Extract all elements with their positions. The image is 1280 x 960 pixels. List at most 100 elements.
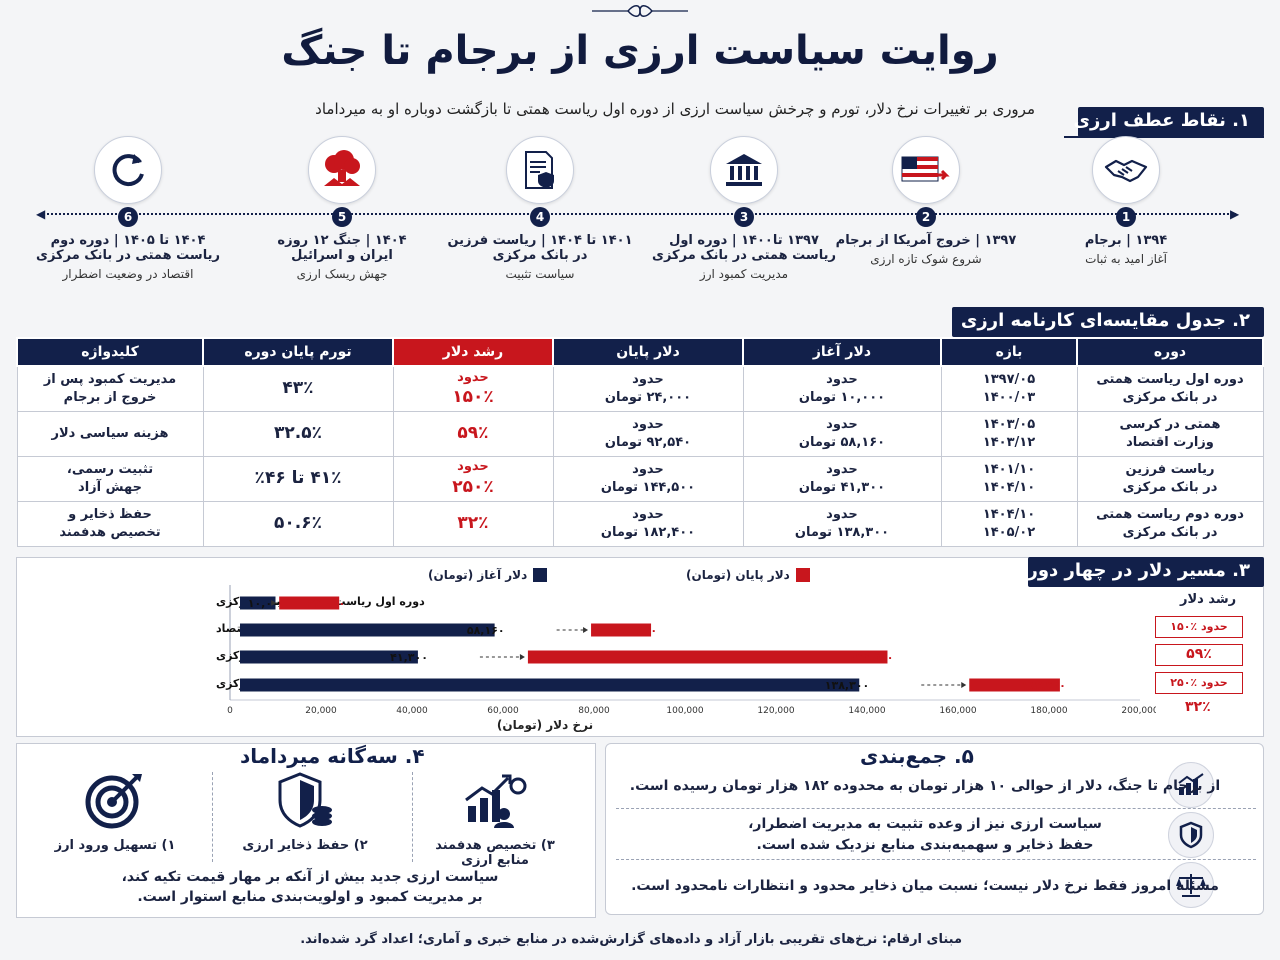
cell-period: دوره اول ریاست همتی در بانک مرکزی [1076, 365, 1264, 412]
timeline-item-6: 6 ۱۴۰۴ تا ۱۴۰۵ | دوره دوم ریاست همتی در … [28, 136, 228, 281]
arrow-head-icon [961, 682, 967, 688]
cell-range: ۱۴۰۳/۰۵ ۱۴۰۳/۱۲ [940, 410, 1078, 457]
cell-inflation: ۳۲.۵٪ [202, 410, 394, 457]
bar-start-label: ۱۰,۰۰۰ [248, 597, 286, 610]
arrow-head-icon [519, 654, 525, 660]
dollar-path-chart: 0 20,000 40,000 60,000 80,000 100,000 120,000 1… [216, 585, 1156, 733]
growth-badge: ۵۹٪ [1155, 644, 1243, 666]
growth-badge: ۳۲٪ [1185, 699, 1211, 715]
timeline-title: ۱۴۰۱ تا ۱۴۰۴ | ریاست فرزین [447, 233, 633, 248]
cell-range: ۱۴۰۴/۱۰ ۱۴۰۵/۰۲ [940, 500, 1078, 547]
x-tick-label: 140,000 [848, 706, 885, 716]
cell-end: حدود ۱۴۴,۵۰۰ تومان [552, 455, 744, 502]
legend-label-start: دلار آغاز (تومان) [428, 568, 528, 582]
table-row: دوره دوم ریاست همتی در بانک مرکزی ۱۴۰۴/۱۰… [16, 500, 1264, 547]
cell-period: ریاست فرزین در بانک مرکزی [1076, 455, 1264, 502]
refresh-icon [94, 136, 162, 204]
trilogy-label: ۲) حفظ ذخایر ارزی [242, 838, 368, 853]
timeline-arrow-left-icon: ◀ [36, 207, 46, 221]
legend-end: دلار پایان (تومان) [686, 568, 810, 582]
timeline-number: 1 [1116, 207, 1136, 227]
trilogy-item-3: ۳) تخصیص هدفمند منابع ارزی [420, 770, 570, 868]
cell-inflation: ۵۰.۶٪ [202, 500, 394, 547]
cell-range: ۱۳۹۷/۰۵ ۱۴۰۰/۰۳ [940, 365, 1078, 412]
shield-coins-icon [278, 772, 332, 828]
bar-start [240, 623, 495, 637]
x-tick-label: 200,000 [1121, 706, 1156, 716]
timeline-arrow-right-icon: ▶ [1230, 207, 1240, 221]
column-header: رشد دلار [392, 337, 554, 367]
column-header: کلیدواژه [16, 337, 204, 367]
cell-end: حدود ۲۴,۰۰۰ تومان [552, 365, 744, 412]
growth-badge: حدود ٪۱۵۰ [1155, 616, 1243, 638]
growth-chart-icon [465, 774, 527, 828]
trilogy-label: ۱) تسهیل ورود ارز [54, 838, 176, 853]
cell-keyword: هزینه سیاسی دلار [16, 410, 204, 457]
cell-range: ۱۴۰۱/۱۰ ۱۴۰۴/۱۰ [940, 455, 1078, 502]
bank-icon [710, 136, 778, 204]
x-tick-label: 20,000 [305, 706, 337, 716]
divider [212, 772, 213, 862]
x-tick-label: 80,000 [578, 706, 610, 716]
bar-start [240, 678, 860, 692]
timeline-title: ۱۳۹۷ | خروج آمریکا از برجام [835, 233, 1017, 248]
timeline-number: 3 [734, 207, 754, 227]
summary-row-3: مسئله امروز فقط نرخ دلار نیست؛ نسبت میان… [631, 878, 1219, 894]
cell-period: همتی در کرسی وزارت اقتصاد [1076, 410, 1264, 457]
bar-start [240, 596, 276, 610]
timeline-caption: اقتصاد در وضعیت اضطرار [62, 267, 194, 281]
policy-document-icon [506, 136, 574, 204]
legend-swatch-start [533, 568, 548, 582]
bar-end [969, 678, 1060, 692]
cell-end: حدود ۱۸۲,۴۰۰ تومان [552, 500, 744, 547]
timeline-item-2: 2 ۱۳۹۷ | خروج آمریکا از برجام شروع شوک ت… [826, 136, 1026, 266]
summary-row-2: سیاست ارزی نیز از وعده تثبیت به مدیریت ا… [748, 816, 1102, 853]
arrow-head-icon [271, 600, 277, 606]
x-tick-label: 160,000 [939, 706, 976, 716]
comparison-table: دوره بازه دلار آغاز دلار پایان رشد دلار … [16, 337, 1264, 547]
trilogy-item-2: ۲) حفظ ذخایر ارزی [230, 770, 380, 853]
timeline-caption: جهش ریسک ارزی [296, 267, 388, 281]
table-row: همتی در کرسی وزارت اقتصاد ۱۴۰۳/۰۵ ۱۴۰۳/۱۲ … [16, 410, 1264, 457]
cell-start: حدود ۱۰,۰۰۰ تومان [742, 365, 942, 412]
cell-keyword: تثبیت رسمی، جهش آزاد [16, 455, 204, 502]
cell-inflation: ۴۱٪ تا ۴۶٪ [202, 455, 394, 502]
divider [616, 808, 1256, 809]
shield-icon [1168, 812, 1214, 858]
trilogy-label: ۳) تخصیص هدفمند منابع ارزی [435, 838, 555, 868]
section5-heading: ۵. جمع‌بندی [860, 744, 974, 768]
timeline-title-line2: در بانک مرکزی [492, 248, 588, 263]
timeline-item-4: 4 ۱۴۰۱ تا ۱۴۰۴ | ریاست فرزین در بانک مرک… [440, 136, 640, 281]
timeline-title: ۱۴۰۴ | جنگ ۱۲ روزه [277, 233, 407, 248]
cell-start: حدود ۵۸,۱۶۰ تومان [742, 410, 942, 457]
cell-growth: حدود ۲۵۰٪ [392, 455, 554, 502]
summary-row-1: از برجام تا جنگ، دلار از حوالی ۱۰ هزار ت… [629, 778, 1221, 794]
timeline-title-line2: ایران و اسرائیل [291, 248, 393, 263]
timeline-caption: شروع شوک تازه ارزی [870, 252, 982, 266]
divider [412, 772, 413, 862]
column-header: دوره [1076, 337, 1264, 367]
cell-end: حدود ۹۲,۵۴۰ تومان [552, 410, 744, 457]
footnote: مبنای ارقام: نرخ‌های تقریبی بازار آزاد و… [300, 932, 962, 947]
timeline-number: 6 [118, 207, 138, 227]
section3-heading: ۳. مسیر دلار در چهار دوره [1017, 557, 1264, 587]
cell-growth: ۳۲٪ [392, 500, 554, 547]
handshake-icon [1092, 136, 1160, 204]
divider [616, 859, 1256, 860]
cell-start: حدود ۴۱,۳۰۰ تومان [742, 455, 942, 502]
x-tick-label: 40,000 [396, 706, 428, 716]
summary-panel [605, 743, 1264, 915]
timeline-line [40, 213, 1236, 215]
column-header: دلار آغاز [742, 337, 942, 367]
legend-label-end: دلار پایان (تومان) [686, 568, 790, 582]
trilogy-note: سیاست ارزی جدید بیش از آنکه بر مهار قیمت… [121, 869, 499, 905]
bar-chart-icon [1168, 762, 1214, 808]
timeline-title-line2: ریاست همتی در بانک مرکزی [36, 248, 220, 263]
bar-end-label: ۱۴۴,۵۰۰ [849, 651, 893, 664]
x-tick-label: 180,000 [1030, 706, 1067, 716]
legend-swatch-end [795, 568, 810, 582]
growth-badge: حدود ٪۲۵۰ [1155, 672, 1243, 694]
table-row: دوره اول ریاست همتی در بانک مرکزی ۱۳۹۷/۰۵… [16, 365, 1264, 412]
scales-icon [1168, 862, 1214, 908]
